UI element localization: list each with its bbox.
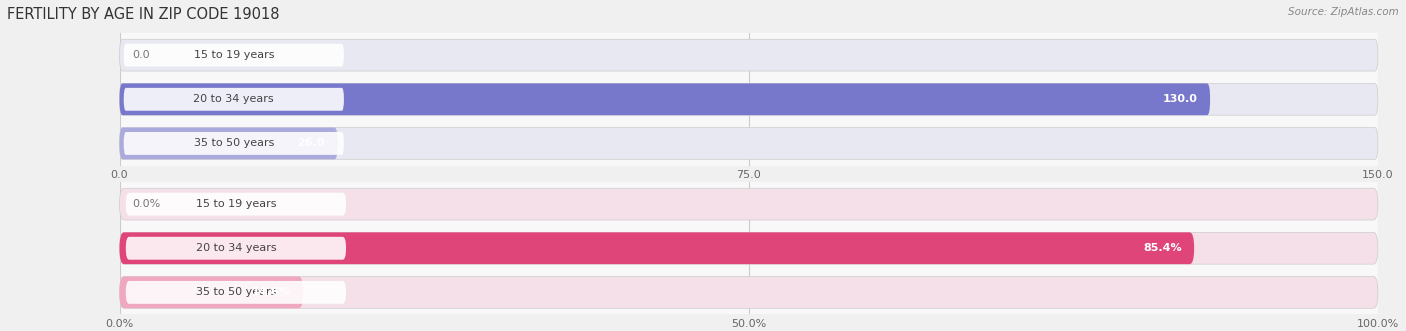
Text: 20 to 34 years: 20 to 34 years: [194, 94, 274, 104]
Text: Source: ZipAtlas.com: Source: ZipAtlas.com: [1288, 7, 1399, 17]
Text: 26.0: 26.0: [298, 138, 325, 148]
FancyBboxPatch shape: [120, 276, 1378, 308]
Text: 130.0: 130.0: [1163, 94, 1198, 104]
FancyBboxPatch shape: [120, 83, 1378, 115]
Text: 15 to 19 years: 15 to 19 years: [194, 50, 274, 60]
FancyBboxPatch shape: [120, 127, 337, 159]
Text: 85.4%: 85.4%: [1143, 243, 1181, 253]
FancyBboxPatch shape: [120, 188, 1378, 220]
FancyBboxPatch shape: [124, 44, 344, 67]
FancyBboxPatch shape: [120, 83, 1211, 115]
Text: 20 to 34 years: 20 to 34 years: [195, 243, 276, 253]
FancyBboxPatch shape: [120, 232, 1378, 264]
FancyBboxPatch shape: [124, 88, 344, 111]
FancyBboxPatch shape: [125, 281, 346, 304]
Text: 0.0: 0.0: [132, 50, 149, 60]
FancyBboxPatch shape: [120, 39, 1378, 71]
Text: 35 to 50 years: 35 to 50 years: [195, 287, 276, 297]
Text: 35 to 50 years: 35 to 50 years: [194, 138, 274, 148]
Text: FERTILITY BY AGE IN ZIP CODE 19018: FERTILITY BY AGE IN ZIP CODE 19018: [7, 7, 280, 22]
FancyBboxPatch shape: [125, 237, 346, 260]
FancyBboxPatch shape: [120, 232, 1194, 264]
Text: 0.0%: 0.0%: [132, 199, 160, 209]
FancyBboxPatch shape: [124, 132, 344, 155]
Text: 15 to 19 years: 15 to 19 years: [195, 199, 276, 209]
FancyBboxPatch shape: [120, 276, 304, 308]
FancyBboxPatch shape: [120, 127, 1378, 159]
Text: 14.6%: 14.6%: [252, 287, 291, 297]
FancyBboxPatch shape: [125, 193, 346, 215]
